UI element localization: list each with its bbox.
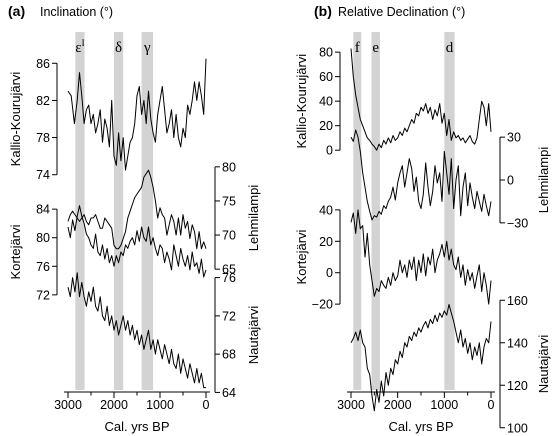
panel-b-ytick-label-lehmilampi-0: 0: [507, 174, 514, 188]
panel-a-ytick-label-kallio-kourujarvi-82: 82: [36, 94, 50, 108]
panel-b-ytick-label-kallio-kourujarvi-80: 80: [319, 46, 333, 60]
panel-a-ytick-label-kortejarvi-80: 80: [36, 231, 50, 245]
panel-b-ytick-label-kortejarvi-20: 20: [319, 235, 333, 249]
panel-a-band-label-1: δ: [115, 40, 122, 56]
panel-a-ytick-label-nautajarvi-68: 68: [222, 348, 236, 362]
panel-b-ytick-label-kallio-kourujarvi-60: 60: [319, 70, 333, 84]
panel-a-ytick-label-lehmilampi-65: 65: [222, 263, 236, 277]
panel-a-band-gamma: [141, 32, 154, 390]
panel-b-band-label-0: f: [355, 40, 360, 56]
panel-a-band-label-sup-0: I: [82, 38, 85, 48]
panel-a-series-label-lehmilampi: Lehmilampi: [246, 185, 261, 252]
panel-a-series-line-lehmilampi: [67, 169, 207, 250]
panel-a-series-line-kallio-kourujarvi: [67, 58, 207, 171]
panel-b-series-label-lehmilampi: Lehmilampi: [536, 147, 551, 214]
panel-a-ytick-label-kallio-kourujarvi-78: 78: [36, 131, 50, 145]
panel-b-ytick-label-lehmilampi--30: −30: [507, 216, 528, 230]
panel-b-band-label-2: d: [446, 40, 454, 56]
panel-b-series-line-nautajarvi: [350, 304, 492, 412]
panel-a-band-epsilon: [75, 32, 85, 390]
panel-b-ytick-label-nautajarvi-140: 140: [507, 336, 528, 350]
panel-a-xtick-label-3000: 3000: [54, 398, 82, 412]
panel-a-xtick-label-2000: 2000: [100, 398, 128, 412]
panel-a-letter: (a): [8, 3, 25, 19]
panel-a-ytick-label-nautajarvi-76: 76: [222, 271, 236, 285]
panel-b-letter: (b): [314, 3, 332, 19]
panel-a-xtick-label-0: 0: [203, 398, 210, 412]
panel-a-ytick-label-lehmilampi-75: 75: [222, 194, 236, 208]
panel-b-declination: (b) Relative Declination (°) f e d 0 20 40 60 8…: [294, 3, 551, 435]
panel-a-title: Inclination (°): [40, 5, 113, 19]
panel-b-series-label-kallio-kourujarvi: Kallio-Kourujärvi: [294, 54, 309, 149]
panel-b-series-line-kortejarvi: [350, 209, 492, 305]
panel-a-ytick-label-lehmilampi-80: 80: [222, 160, 236, 174]
panel-b-series-line-kallio-kourujarvi: [350, 48, 492, 151]
panel-b-ytick-label-kallio-kourujarvi-20: 20: [319, 119, 333, 133]
panel-b-band-f: [353, 32, 362, 390]
panel-b-ytick-label-kortejarvi--20: −20: [312, 298, 333, 312]
panel-a-band-label-2: γ: [143, 40, 151, 56]
panel-a-ytick-label-kortejarvi-76: 76: [36, 260, 50, 274]
panel-b-ytick-label-kallio-kourujarvi-0: 0: [326, 144, 333, 158]
panel-b-ytick-label-nautajarvi-120: 120: [507, 379, 528, 393]
panel-b-title: Relative Declination (°): [338, 5, 465, 19]
panel-b-xtick-label-2000: 2000: [384, 398, 412, 412]
panel-a-ytick-label-lehmilampi-70: 70: [222, 229, 236, 243]
panel-a-ytick-label-kallio-kourujarvi-74: 74: [36, 168, 50, 182]
panel-b-series-line-lehmilampi: [350, 129, 492, 221]
panel-b-ytick-label-kallio-kourujarvi-40: 40: [319, 95, 333, 109]
panel-a-ytick-label-nautajarvi-64: 64: [222, 386, 236, 400]
panel-b-ytick-label-nautajarvi-160: 160: [507, 294, 528, 308]
panel-b-series-label-nautajarvi: Nautajärvi: [536, 335, 551, 394]
panel-b-ytick-label-kortejarvi-0: 0: [326, 266, 333, 280]
panel-a-ytick-label-kallio-kourujarvi-86: 86: [36, 57, 50, 71]
panel-a-ytick-label-kortejarvi-84: 84: [36, 203, 50, 217]
panel-b-xlabel: Cal. yrs BP: [388, 419, 453, 434]
panel-a-band-delta: [114, 32, 124, 390]
panel-a-xlabel: Cal. yrs BP: [104, 419, 169, 434]
panel-a-series-label-kallio-kourujarvi: Kallio-Kourujärvi: [8, 72, 23, 167]
panel-b-xtick-label-3000: 3000: [337, 398, 365, 412]
panel-b-series-label-kortejarvi: Kortejärvi: [294, 229, 309, 284]
panel-a-ytick-label-kortejarvi-72: 72: [36, 288, 50, 302]
panel-b-xtick-label-0: 0: [488, 398, 495, 412]
panel-b-band-d: [444, 32, 455, 390]
panel-b-ytick-label-nautajarvi-100: 100: [507, 421, 528, 435]
panel-b-band-e: [371, 32, 380, 390]
panel-b-ytick-label-lehmilampi-30: 30: [507, 131, 521, 145]
panel-a-series-line-nautajarvi: [67, 272, 206, 389]
panel-a-series-line-kortejarvi: [67, 205, 207, 278]
panel-a-ytick-label-nautajarvi-72: 72: [222, 309, 236, 323]
panel-a-series-label-nautajarvi: Nautajärvi: [246, 306, 261, 365]
panel-b-xtick-label-1000: 1000: [430, 398, 458, 412]
panel-a-xtick-label-1000: 1000: [146, 398, 174, 412]
panel-a-band-label-0: εI: [75, 38, 84, 56]
panel-a-series-label-kortejarvi: Kortejärvi: [8, 224, 23, 279]
panel-a-inclination: (a) Inclination (°) εI δ γ 74 78 82 86 Kallio-K…: [8, 3, 261, 434]
panel-b-band-label-1: e: [372, 40, 379, 56]
panel-b-ytick-label-kortejarvi-40: 40: [319, 203, 333, 217]
